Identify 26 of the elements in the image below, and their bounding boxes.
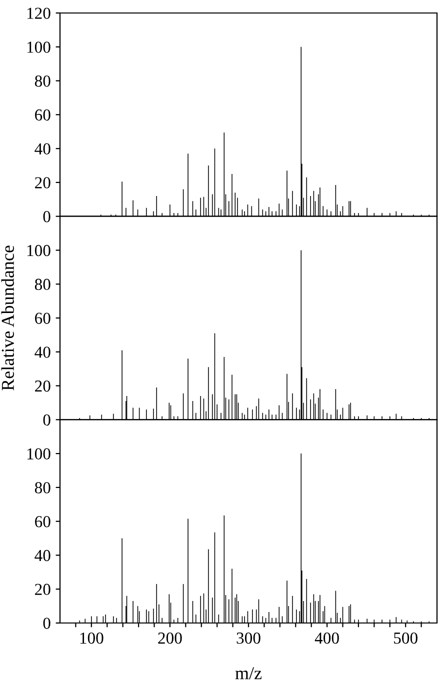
y-tick-label: 60 xyxy=(35,109,50,121)
x-tick-label: 400 xyxy=(314,632,339,644)
x-tick-label: 300 xyxy=(236,632,260,644)
y-axis-title: Relative Abundance xyxy=(1,246,14,390)
y-tick-label: 80 xyxy=(34,482,50,494)
y-tick-label: 40 xyxy=(34,346,50,358)
x-tick-label: 100 xyxy=(80,632,104,644)
y-tick-label: 100 xyxy=(27,448,50,460)
x-axis-title: m/z xyxy=(235,667,262,680)
y-tick-label: 80 xyxy=(34,75,50,87)
y-tick-label: 40 xyxy=(34,143,50,154)
y-tick-label: 20 xyxy=(35,380,50,392)
y-tick-label: 0 xyxy=(43,618,50,629)
y-tick-label: 20 xyxy=(35,177,50,188)
y-tick-label: 40 xyxy=(34,550,50,562)
y-tick-label: 80 xyxy=(34,278,50,290)
y-tick-label: 100 xyxy=(27,42,50,53)
x-tick-label: 500 xyxy=(394,632,418,644)
y-tick-label: 100 xyxy=(27,244,50,256)
y-tick-label: 20 xyxy=(35,584,50,596)
y-tick-label: 120 xyxy=(27,8,50,19)
y-tick-label: 0 xyxy=(43,211,50,222)
y-tick-label: 0 xyxy=(43,414,50,426)
y-tick-label: 60 xyxy=(35,516,50,528)
x-tick-label: 200 xyxy=(158,632,182,644)
y-tick-label: 60 xyxy=(35,312,50,324)
